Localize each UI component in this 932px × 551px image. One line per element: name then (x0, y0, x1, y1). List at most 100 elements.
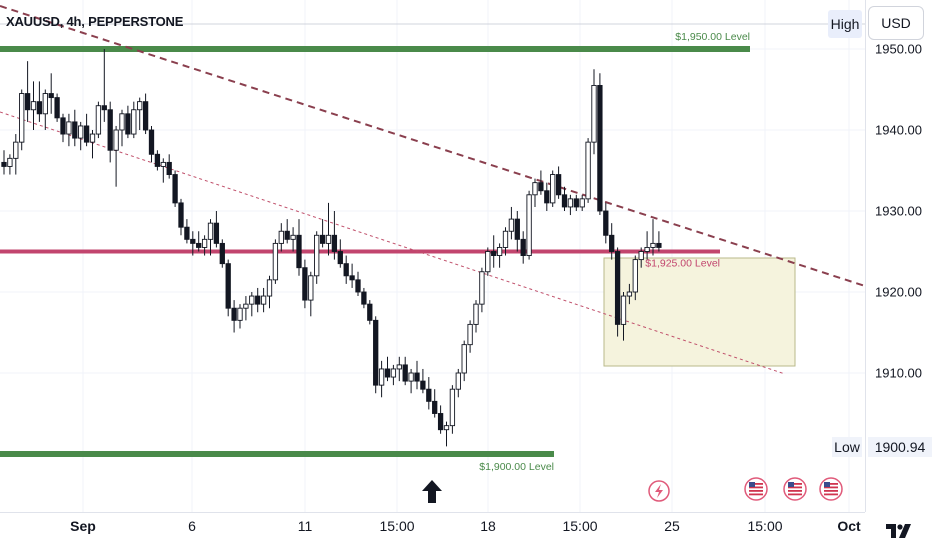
candle (190, 238, 196, 244)
candle (550, 174, 556, 204)
us-flag-icon (783, 477, 807, 501)
candle (290, 234, 296, 240)
candle (614, 251, 621, 325)
arrow-up-icon (422, 480, 442, 503)
candle (48, 93, 54, 99)
candle (7, 157, 13, 167)
low-marker-label: Low (832, 437, 862, 457)
candle (154, 153, 161, 167)
candle (373, 319, 379, 386)
flag-stripe (788, 490, 802, 492)
price-scale[interactable] (865, 0, 932, 512)
candle (414, 372, 420, 382)
candle (302, 267, 308, 301)
flag-stripe (749, 486, 763, 489)
flag-stripe (749, 483, 763, 485)
us-flag-icon (744, 477, 768, 501)
candle (585, 141, 591, 200)
candle (36, 101, 43, 115)
candle (278, 230, 284, 244)
candle (30, 101, 37, 111)
candle (408, 372, 414, 382)
candle (125, 113, 131, 135)
chart-title: XAUUSD, 4h, PEPPERSTONE (6, 14, 184, 29)
candle (107, 109, 113, 151)
candle (137, 101, 143, 111)
candle (78, 125, 84, 139)
candle (449, 388, 456, 427)
candle (656, 242, 662, 248)
candle (178, 202, 184, 228)
level-label-1925: $1,925.00 Level (645, 258, 720, 270)
candle (479, 271, 485, 305)
candle (349, 275, 355, 281)
candle (231, 307, 237, 321)
candle (455, 372, 461, 390)
price-tick-label: 1950.00 (875, 41, 922, 57)
flag-canton (824, 482, 830, 487)
tradingview-logo-icon[interactable] (884, 520, 914, 542)
candle (42, 93, 48, 115)
candle (597, 84, 603, 212)
candle (60, 117, 66, 135)
candle (603, 210, 609, 236)
candle (72, 121, 78, 139)
candle (325, 234, 332, 244)
time-tick-label: 6 (188, 518, 196, 534)
candle (502, 230, 509, 248)
candle (432, 400, 438, 414)
candle (473, 303, 479, 325)
candle (355, 279, 361, 293)
candle (555, 174, 562, 196)
candle (491, 251, 497, 256)
us-flag-icon (819, 477, 843, 501)
candle (308, 275, 314, 301)
candle (131, 109, 137, 135)
flag-canton (788, 482, 794, 487)
candle (650, 242, 656, 248)
candle (213, 222, 220, 244)
candle (54, 97, 60, 119)
candle (1, 161, 7, 167)
candle (207, 222, 214, 240)
candle (95, 105, 102, 135)
candle (526, 194, 532, 257)
candle (296, 234, 302, 269)
candle (249, 295, 255, 305)
candle (461, 344, 467, 374)
currency-button[interactable]: USD (868, 6, 924, 40)
candle (378, 368, 385, 386)
candle (567, 198, 574, 208)
time-tick-label: 15:00 (379, 518, 415, 534)
level-label-1950: $1,950.00 Level (675, 31, 750, 43)
flag-stripe (788, 483, 802, 485)
candle (201, 238, 208, 248)
candle (626, 291, 633, 297)
candle (420, 380, 426, 390)
candle (331, 234, 338, 252)
candle (520, 238, 526, 257)
lightning-icon-glyph (655, 484, 663, 498)
candle (266, 279, 273, 297)
level-line-1950 (0, 46, 750, 52)
candle (384, 368, 391, 378)
candle (166, 161, 172, 175)
time-tick-label: 18 (480, 518, 496, 534)
price-tick-label: 1910.00 (875, 365, 922, 381)
candle (402, 364, 408, 382)
time-scale[interactable] (0, 512, 865, 551)
candle (13, 141, 19, 159)
high-marker-label[interactable]: High (828, 10, 862, 38)
candle (101, 105, 107, 111)
candle (367, 303, 373, 321)
candle (443, 425, 450, 431)
level-label-1900: $1,900.00 Level (479, 461, 554, 473)
time-tick-label: 15:00 (747, 518, 783, 534)
candle (184, 226, 190, 240)
low-value-label: 1900.94 (868, 437, 932, 457)
flag-stripe (788, 486, 802, 489)
candle (24, 93, 31, 111)
candle (579, 198, 585, 208)
candle (638, 251, 644, 261)
